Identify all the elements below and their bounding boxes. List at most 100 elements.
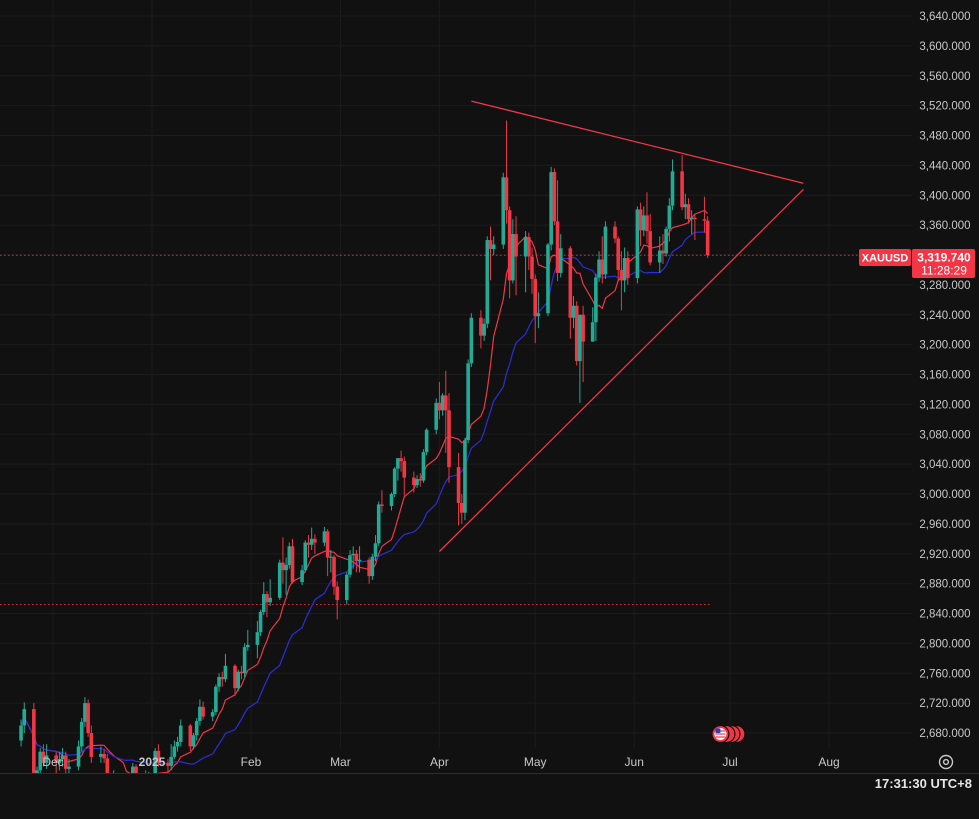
candle-countdown: 11:28:29 <box>921 264 967 278</box>
price-tick-label: 3,000.000 <box>919 489 970 501</box>
price-tick-label: 3,560.000 <box>919 71 970 83</box>
candles[interactable] <box>19 120 710 808</box>
candle <box>354 550 359 573</box>
candle <box>568 246 573 339</box>
candle-body <box>344 574 349 601</box>
candle <box>590 307 595 342</box>
candle-body <box>501 177 506 245</box>
candle-body <box>367 559 371 577</box>
candle-body <box>156 750 161 763</box>
candle-body <box>571 305 576 318</box>
trendlines[interactable] <box>438 100 804 552</box>
candle <box>217 673 221 692</box>
economic-events-marker[interactable] <box>711 724 746 744</box>
moving-averages <box>20 209 709 784</box>
candle <box>348 550 352 578</box>
candle-body <box>172 746 177 757</box>
price-tick-label: 3,600.000 <box>919 41 970 53</box>
candle <box>44 744 49 769</box>
candle-body <box>443 395 448 411</box>
candle-body <box>641 215 646 231</box>
candle <box>325 529 330 577</box>
candle-body <box>456 467 461 503</box>
candle-body <box>306 542 311 545</box>
candle <box>597 251 601 282</box>
candle <box>198 699 202 726</box>
candle-body <box>357 559 362 562</box>
candle-body <box>686 204 691 220</box>
candle-body <box>657 250 662 263</box>
candle <box>657 236 662 273</box>
price-axis[interactable]: 2,680.000 2,720.000 2,760.000 2,800.000 2,84… <box>919 11 970 740</box>
candle-body <box>376 504 381 544</box>
candle <box>281 537 285 584</box>
candle <box>335 581 340 620</box>
candle-body <box>178 725 183 742</box>
price-tick-label: 2,840.000 <box>919 609 970 621</box>
candle <box>552 168 557 226</box>
candle <box>287 542 292 569</box>
candle-body <box>354 553 359 562</box>
candle <box>635 206 640 284</box>
candle-body <box>463 440 467 513</box>
candle <box>664 226 668 257</box>
candle-body <box>434 402 439 430</box>
candle-body <box>488 240 493 250</box>
candle-body <box>424 429 429 453</box>
candle-body <box>284 564 288 571</box>
price-tick-label: 2,800.000 <box>919 638 970 650</box>
candle-body <box>217 676 221 687</box>
candle <box>686 198 691 224</box>
time-axis[interactable]: Dec 2025 Feb Mar Apr May Jun Jul Aug <box>42 755 839 769</box>
candle-body <box>530 256 534 279</box>
candle-body <box>281 562 285 571</box>
candle-body <box>169 756 173 766</box>
candle-body <box>402 461 407 478</box>
candle <box>507 206 512 299</box>
price-tick-label: 3,640.000 <box>919 11 970 23</box>
candle-body <box>514 234 518 257</box>
price-tick-label: 3,040.000 <box>919 459 970 471</box>
candle <box>641 206 646 237</box>
candle <box>60 747 65 767</box>
candle-body <box>670 171 675 206</box>
candle <box>434 398 439 435</box>
candle-body <box>57 759 62 763</box>
candle <box>32 703 36 782</box>
candle <box>57 751 62 771</box>
candle-body <box>664 228 668 254</box>
candle <box>83 697 87 728</box>
candle <box>613 221 617 244</box>
candle-body <box>223 665 228 680</box>
gear-icon[interactable] <box>938 754 954 770</box>
candle <box>421 449 426 483</box>
candle-body <box>558 248 563 273</box>
candle <box>488 226 493 281</box>
candle-body <box>485 240 490 324</box>
candle-body <box>153 750 157 775</box>
candle-body <box>329 556 333 558</box>
candle-body <box>335 586 340 601</box>
candle-body <box>351 553 355 556</box>
candle <box>178 719 183 747</box>
candle <box>300 564 304 586</box>
candle <box>466 359 470 444</box>
candle-body <box>469 317 474 364</box>
candle-body <box>479 317 483 336</box>
candle <box>661 234 665 264</box>
trendline-upper <box>471 100 804 184</box>
candle <box>214 684 218 716</box>
candle-body <box>667 205 672 229</box>
candle-body <box>348 555 352 575</box>
candle-body <box>287 546 292 565</box>
candle <box>533 274 538 344</box>
candle <box>242 643 247 677</box>
candle-body <box>239 671 244 674</box>
candle-body <box>619 269 624 281</box>
bottom-bar <box>0 773 979 815</box>
clock-timezone[interactable]: 17:31:30 UTC+8 <box>874 776 972 791</box>
candle-body <box>440 395 445 411</box>
candle <box>574 301 579 366</box>
